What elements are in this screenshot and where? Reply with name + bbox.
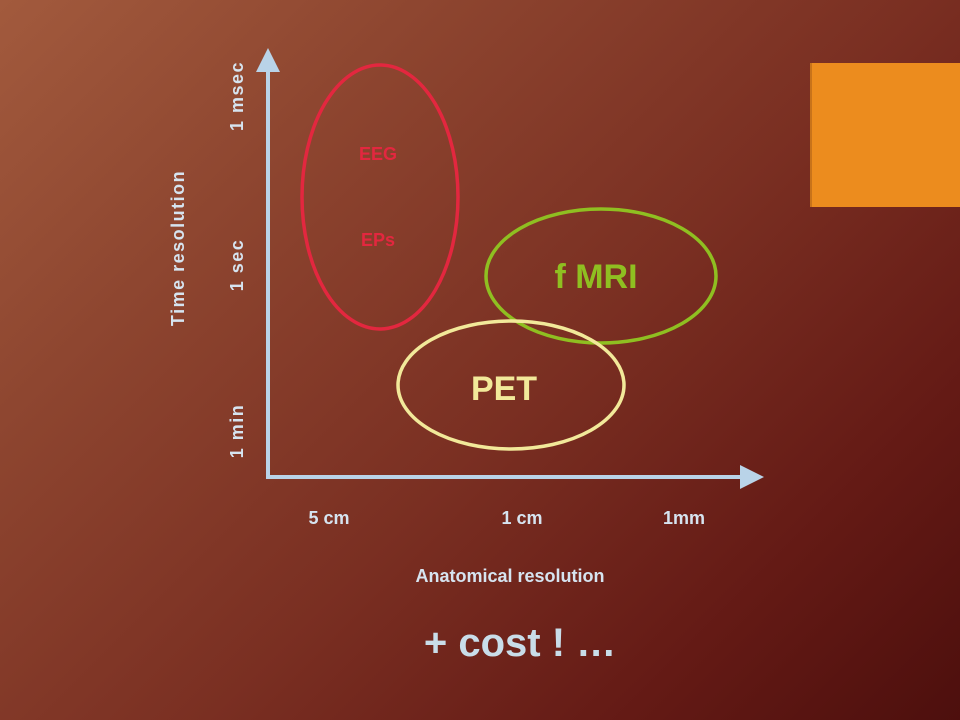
- fmri-label: f MRI: [554, 258, 637, 296]
- eeg-eps-region: [300, 63, 460, 331]
- eeg-label: EEG: [359, 144, 397, 164]
- x-axis-title: Anatomical resolution: [415, 566, 604, 586]
- pet-label: PET: [471, 370, 537, 408]
- eps-label: EPs: [361, 230, 395, 250]
- fmri-region: [484, 207, 718, 345]
- y-axis-title: Time resolution: [168, 170, 188, 326]
- x-tick-5-cm: 5 cm: [308, 508, 349, 528]
- cost-note: + cost ! …: [424, 621, 616, 665]
- y-tick-1-msec: 1 msec: [227, 61, 247, 131]
- x-tick-1-cm: 1 cm: [501, 508, 542, 528]
- x-tick-1mm: 1mm: [663, 508, 705, 528]
- y-tick-1-min: 1 min: [227, 404, 247, 459]
- corner-accent-block: [810, 63, 960, 207]
- y-tick-1-sec: 1 sec: [227, 239, 247, 292]
- pet-region: [396, 319, 626, 451]
